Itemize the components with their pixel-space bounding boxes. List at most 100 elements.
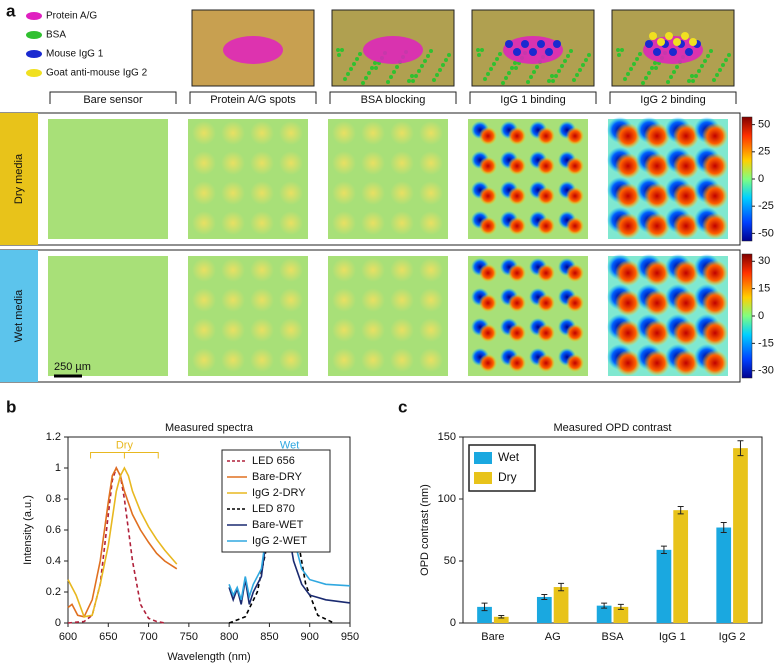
heatmap-spot bbox=[361, 181, 385, 205]
series-line bbox=[67, 466, 178, 618]
heatmap bbox=[607, 254, 728, 376]
legend-label: Bare-WET bbox=[252, 519, 304, 531]
heatmap-spot bbox=[250, 211, 274, 235]
panel-label: a bbox=[6, 1, 16, 20]
bsa bbox=[507, 71, 511, 75]
y-tick-label: 100 bbox=[438, 493, 456, 505]
bsa bbox=[551, 79, 555, 83]
heatmap-spot bbox=[332, 288, 356, 312]
bsa bbox=[343, 77, 347, 81]
row-label: Dry media bbox=[13, 153, 25, 204]
bsa bbox=[407, 79, 411, 83]
colorbar bbox=[741, 253, 753, 379]
annotation-bracket bbox=[90, 452, 159, 459]
heatmap-spot bbox=[508, 187, 526, 205]
bsa bbox=[370, 66, 374, 70]
y-tick-label: 0 bbox=[450, 617, 456, 629]
colorbar-tick-label: 30 bbox=[758, 255, 770, 267]
bsa bbox=[411, 79, 415, 83]
error-bar bbox=[481, 602, 488, 612]
heatmap-spot bbox=[419, 288, 443, 312]
annotation: Wet bbox=[280, 439, 299, 451]
heatmap-spot bbox=[566, 187, 584, 205]
legend-icon bbox=[26, 69, 42, 77]
bsa bbox=[669, 75, 673, 79]
stage-bracket bbox=[469, 91, 597, 104]
y-axis-label: Intensity (a.u.) bbox=[22, 495, 34, 565]
heatmap-spot bbox=[279, 348, 303, 372]
legend-icon bbox=[26, 12, 42, 20]
bsa bbox=[581, 63, 585, 67]
igg1 bbox=[669, 48, 677, 56]
heatmap-spot bbox=[221, 258, 245, 282]
illustration bbox=[191, 9, 315, 87]
heatmap-spot bbox=[673, 153, 699, 179]
heatmap-spot bbox=[419, 181, 443, 205]
igg1 bbox=[537, 40, 545, 48]
bsa bbox=[429, 49, 433, 53]
heatmap-spot bbox=[537, 264, 555, 282]
legend-label: Mouse IgG 1 bbox=[46, 49, 104, 60]
bsa bbox=[647, 71, 651, 75]
bsa bbox=[346, 72, 350, 76]
bsa bbox=[432, 78, 436, 82]
error-bar bbox=[617, 603, 624, 610]
heatmap-spot bbox=[566, 294, 584, 312]
stage-bracket bbox=[329, 91, 457, 104]
x-tick-label: IgG 2 bbox=[719, 631, 746, 643]
bsa bbox=[367, 71, 371, 75]
bsa bbox=[632, 62, 636, 66]
bsa bbox=[504, 76, 508, 80]
bsa bbox=[700, 64, 704, 68]
igg1 bbox=[553, 40, 561, 48]
heatmap-spot bbox=[644, 123, 670, 149]
bsa bbox=[629, 67, 633, 71]
heatmap-spot bbox=[508, 217, 526, 235]
bsa bbox=[364, 76, 368, 80]
heatmap bbox=[328, 119, 448, 239]
bsa bbox=[373, 61, 377, 65]
bsa bbox=[444, 58, 448, 62]
heatmap-spot bbox=[192, 348, 216, 372]
chart-title: Measured spectra bbox=[165, 422, 254, 434]
heatmap-spot bbox=[673, 123, 699, 149]
heatmap-spot bbox=[644, 260, 670, 286]
x-tick-label: IgG 1 bbox=[659, 631, 686, 643]
bar bbox=[477, 606, 492, 623]
heatmap-spot bbox=[361, 258, 385, 282]
x-tick-label: 950 bbox=[341, 631, 359, 643]
heatmap-spot bbox=[361, 318, 385, 342]
igg2 bbox=[689, 38, 697, 46]
y-tick-label: 150 bbox=[438, 431, 456, 443]
heatmap-spot bbox=[279, 121, 303, 145]
bsa bbox=[638, 52, 642, 56]
heatmap-spot bbox=[673, 183, 699, 209]
bsa bbox=[395, 65, 399, 69]
legend-label: Wet bbox=[498, 450, 520, 464]
error-bar bbox=[498, 615, 505, 619]
bsa bbox=[697, 69, 701, 73]
igg1 bbox=[505, 40, 513, 48]
bsa bbox=[587, 53, 591, 57]
bsa bbox=[477, 53, 481, 57]
legend-label: BSA bbox=[46, 30, 66, 41]
stage-label: Protein A/G spots bbox=[210, 94, 296, 106]
bsa bbox=[340, 48, 344, 52]
heatmap-spot bbox=[566, 157, 584, 175]
legend-label: Dry bbox=[498, 470, 517, 484]
error-bar bbox=[720, 522, 727, 533]
bar bbox=[553, 587, 569, 623]
heatmap-spot bbox=[644, 213, 670, 239]
heatmap-spot bbox=[332, 211, 356, 235]
heatmap-spot bbox=[615, 260, 641, 286]
row-label: Wet media bbox=[13, 289, 25, 342]
bsa bbox=[529, 75, 533, 79]
bsa bbox=[535, 65, 539, 69]
igg1 bbox=[685, 48, 693, 56]
legend-box bbox=[221, 449, 331, 553]
colorbar-tick-label: 50 bbox=[758, 119, 770, 131]
annotation: Dry bbox=[116, 439, 134, 451]
heatmap-spot bbox=[537, 127, 555, 145]
heatmap-spot bbox=[479, 217, 497, 235]
heatmap-spot bbox=[566, 354, 584, 372]
